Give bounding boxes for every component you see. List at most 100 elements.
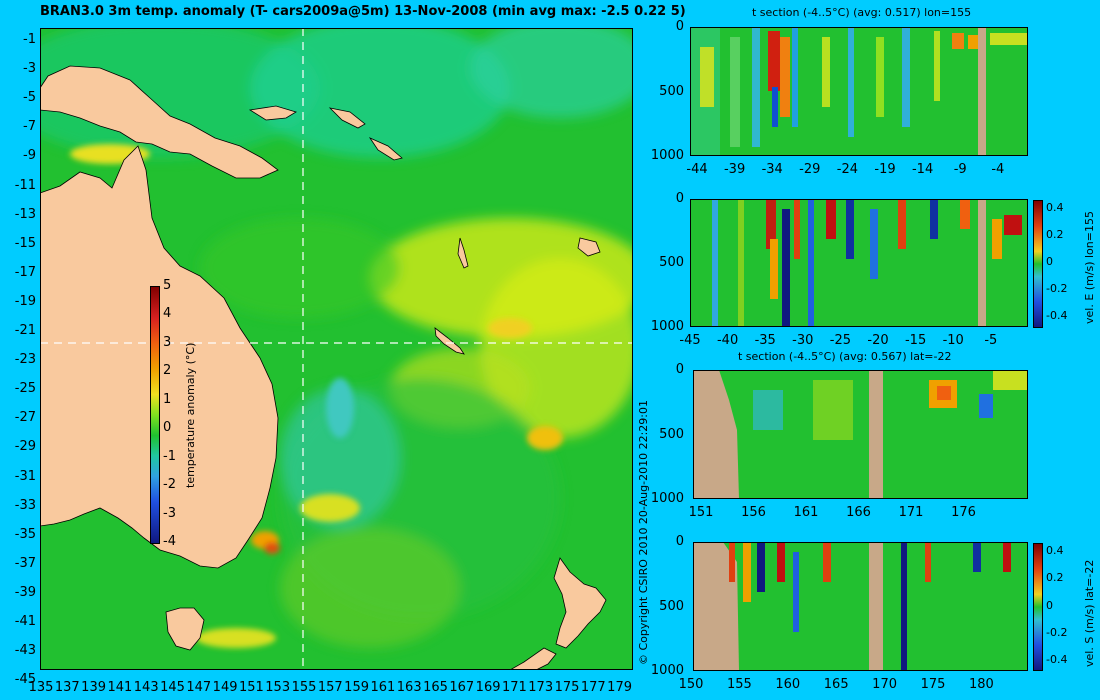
map-lon-tick: 171 — [501, 680, 527, 695]
map-lat-tick: -45 — [14, 672, 36, 688]
panel-1-title: t section (-4..5°C) (avg: 0.517) lon=155 — [752, 6, 972, 19]
panel-x-tick: -29 — [799, 162, 821, 177]
panel-y-tick: 0 — [675, 534, 684, 549]
map-lat-tick: -21 — [14, 323, 36, 338]
map-lat-tick: -23 — [14, 352, 36, 368]
map-lon-tick: 155 — [291, 680, 317, 695]
panel-y-tick: 500 — [659, 255, 684, 270]
panel-x-tick: 160 — [775, 677, 801, 692]
map-lon-tick: 163 — [396, 680, 422, 695]
map-colorbar-tick: 5 — [163, 278, 172, 293]
map-lon-tick: 135 — [28, 680, 54, 695]
map-colorbar-label: temperature anomaly (°C) — [184, 342, 197, 488]
panel-x-tick: -9 — [953, 162, 967, 177]
panel-y-tick: 0 — [675, 191, 684, 206]
map-lat-tick: -27 — [14, 410, 36, 426]
panel-x-tick: -34 — [761, 162, 783, 177]
panel-x-tick: 165 — [823, 677, 849, 692]
panel-x-tick: -24 — [836, 162, 859, 177]
map-lon-tick: 151 — [238, 680, 264, 695]
solomon-islands — [328, 107, 366, 129]
panel-x-tick: -39 — [723, 162, 746, 177]
map-lat-tick: -29 — [14, 439, 36, 455]
panel-3-title: t section (-4..5°C) (avg: 0.567) lat=-22 — [738, 350, 952, 363]
panel-x-tick: 161 — [793, 505, 819, 520]
panel-y-tick: 500 — [659, 598, 684, 614]
map-colorbar-tick: 2 — [163, 363, 172, 379]
panel-2-colorbar — [1033, 200, 1043, 328]
panel-colorbar-tick: -0.4 — [1046, 653, 1068, 666]
vanuatu — [457, 237, 469, 269]
panel-x-tick: 170 — [872, 677, 898, 692]
copyright-text: © Copyright CSIRO 2010 20-Aug-2010 22:29… — [637, 399, 650, 665]
map-lon-tick: 143 — [133, 680, 159, 695]
panel-y-tick: 1000 — [650, 319, 684, 334]
map-lon-tick: 179 — [607, 680, 633, 695]
map-lat-tick: -19 — [14, 293, 36, 309]
map-lon-tick: 149 — [212, 680, 238, 695]
solomon-islands-2 — [368, 137, 403, 161]
map-lon-tick: 141 — [107, 680, 133, 695]
map-lat-tick: -9 — [23, 148, 36, 164]
map-lat-tick: -5 — [23, 90, 36, 106]
map-lon-tick: 147 — [186, 680, 212, 695]
map-colorbar-tick: -2 — [163, 477, 176, 493]
fiji — [577, 237, 601, 257]
map-colorbar-tick: -1 — [163, 448, 176, 464]
panel-4-heatmap — [693, 542, 1028, 671]
panel-x-tick: -19 — [874, 162, 896, 177]
panel-y-tick: 0 — [675, 362, 684, 377]
map-lon-tick: 153 — [265, 680, 291, 695]
panel-y-tick: 500 — [659, 83, 684, 99]
panel-colorbar-tick: 0.4 — [1046, 201, 1064, 214]
map-lat-tick: -33 — [14, 497, 36, 513]
panel-x-tick: 156 — [741, 505, 766, 520]
map-lat-tick: -1 — [23, 32, 36, 47]
map-lon-tick: 177 — [580, 680, 606, 695]
panel-x-tick: -44 — [686, 162, 708, 177]
panel-y-tick: 500 — [659, 426, 684, 442]
map-lon-tick: 145 — [160, 680, 185, 695]
tasmania — [165, 607, 205, 651]
map-lat-tick: -11 — [14, 177, 36, 193]
panel-x-tick: -35 — [754, 333, 776, 348]
main-map-title: BRAN3.0 3m temp. anomaly (T- cars2009a@5… — [40, 4, 686, 19]
panel-2-colorbar-label: vel. E (m/s) lon=155 — [1083, 211, 1096, 324]
map-lat-tick: -31 — [14, 468, 36, 484]
map-lon-tick: 139 — [81, 680, 107, 695]
map-colorbar-tick: -4 — [163, 534, 176, 549]
panel-colorbar-tick: 0.2 — [1046, 571, 1064, 585]
panel-x-tick: 166 — [846, 505, 871, 520]
map-colorbar-tick: 0 — [163, 420, 172, 436]
panel-x-tick: 155 — [726, 677, 752, 692]
map-colorbar-tick: 1 — [163, 391, 172, 407]
panel-2-heatmap — [690, 199, 1028, 327]
panel-4-colorbar — [1033, 543, 1043, 671]
panel-colorbar-tick: -0.4 — [1046, 309, 1068, 322]
new-britain — [248, 105, 297, 121]
map-lat-tick: -3 — [23, 61, 36, 77]
panel-x-tick: 171 — [898, 505, 924, 520]
panel-x-tick: 180 — [968, 677, 994, 692]
panel-x-tick: -14 — [911, 162, 934, 177]
panel-x-tick: -40 — [716, 333, 739, 348]
main-map — [40, 28, 633, 670]
panel-x-tick: 176 — [951, 505, 976, 520]
panel-x-tick: 151 — [688, 505, 714, 520]
panel-x-tick: -45 — [679, 333, 701, 348]
panel-y-tick: 1000 — [650, 491, 684, 506]
map-lat-tick: -7 — [23, 119, 36, 135]
map-lat-tick: -43 — [14, 643, 36, 659]
panel-x-tick: -30 — [792, 333, 814, 348]
map-colorbar-tick: -3 — [163, 505, 176, 521]
panel-colorbar-tick: 0 — [1046, 255, 1053, 268]
panel-y-tick: 1000 — [650, 663, 684, 678]
panel-colorbar-tick: 0 — [1046, 598, 1053, 612]
panel-3-heatmap — [693, 370, 1028, 499]
panel-x-tick: 175 — [920, 677, 946, 692]
map-lon-tick: 175 — [554, 680, 580, 695]
new-caledonia — [434, 327, 465, 355]
panel-x-tick: -15 — [904, 333, 927, 348]
anomaly-texture — [40, 28, 633, 648]
panel-1-heatmap — [690, 27, 1028, 156]
